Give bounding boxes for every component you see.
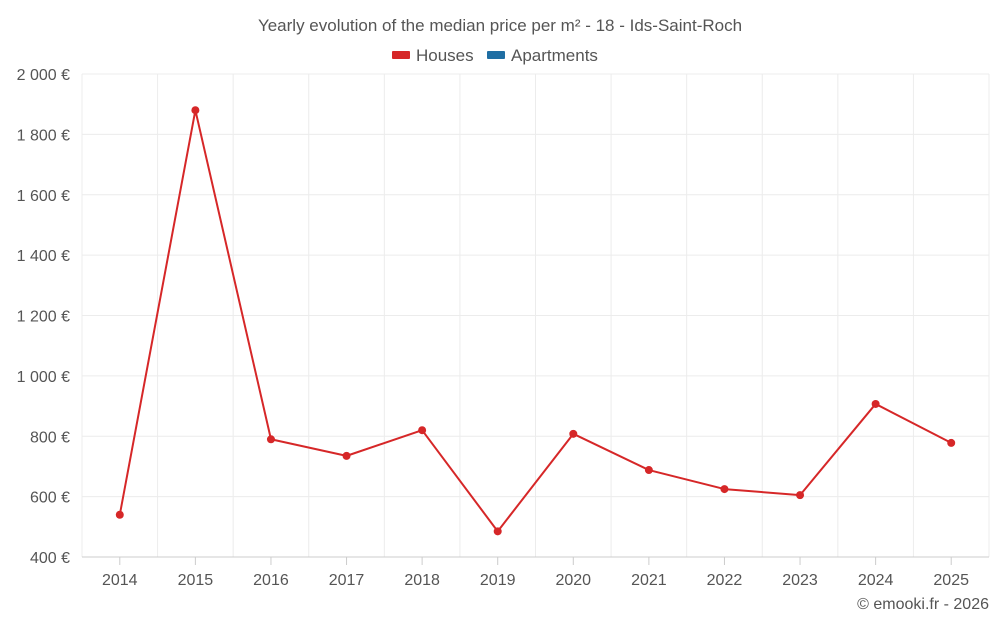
credit-text: © emooki.fr - 2026	[857, 596, 989, 613]
data-point-houses-2014[interactable]	[115, 510, 124, 519]
data-point-houses-2016[interactable]	[266, 435, 275, 444]
x-tick-label: 2014	[102, 572, 138, 589]
legend-label-houses: Houses	[416, 46, 474, 65]
x-tick-label: 2020	[555, 572, 591, 589]
y-tick-label: 1 200 €	[17, 309, 70, 326]
legend-swatch-apartments	[487, 51, 505, 59]
y-tick-label: 800 €	[30, 429, 70, 446]
y-axis-ticks: 400 € 600 € 800 € 1 000 € 1 200 € 1 400 € 1 60…	[17, 67, 70, 567]
grid	[81, 73, 990, 558]
x-tick-label: 2024	[858, 572, 894, 589]
data-point-houses-2023[interactable]	[796, 491, 805, 500]
data-point-houses-2020[interactable]	[569, 429, 578, 438]
legend-item-houses[interactable]: Houses	[392, 46, 474, 65]
data-point-houses-2021[interactable]	[644, 466, 653, 475]
x-tick-label: 2019	[480, 572, 516, 589]
x-tick-label: 2016	[253, 572, 289, 589]
x-tick-label: 2022	[707, 572, 743, 589]
x-tick-label: 2025	[933, 572, 969, 589]
y-tick-label: 400 €	[30, 550, 70, 567]
y-tick-label: 1 000 €	[17, 369, 70, 386]
x-tick-label: 2015	[178, 572, 214, 589]
y-tick-label: 600 €	[30, 490, 70, 507]
x-tick-label: 2017	[329, 572, 365, 589]
data-point-houses-2022[interactable]	[720, 485, 729, 494]
data-point-houses-2015[interactable]	[191, 106, 200, 115]
y-tick-label: 1 800 €	[17, 127, 70, 144]
data-point-houses-2024[interactable]	[871, 399, 880, 408]
x-axis-ticks: 2014 2015 2016 2017 2018 2019 2020 2021 2022 2023…	[102, 557, 969, 589]
legend-item-apartments[interactable]: Apartments	[487, 46, 598, 65]
data-point-houses-2025[interactable]	[947, 438, 956, 447]
legend-label-apartments: Apartments	[511, 46, 598, 65]
y-tick-label: 1 400 €	[17, 248, 70, 265]
chart-title: Yearly evolution of the median price per…	[258, 16, 742, 35]
legend: Houses Apartments	[392, 46, 598, 65]
data-point-houses-2018[interactable]	[418, 426, 427, 435]
data-point-houses-2017[interactable]	[342, 451, 351, 460]
x-tick-label: 2021	[631, 572, 667, 589]
series-line-houses	[118, 109, 953, 533]
legend-swatch-houses	[392, 51, 410, 59]
x-tick-label: 2023	[782, 572, 818, 589]
y-tick-label: 1 600 €	[17, 188, 70, 205]
y-tick-label: 2 000 €	[17, 67, 70, 84]
data-point-houses-2019[interactable]	[493, 527, 502, 536]
x-tick-label: 2018	[404, 572, 440, 589]
series-layer	[115, 106, 956, 536]
